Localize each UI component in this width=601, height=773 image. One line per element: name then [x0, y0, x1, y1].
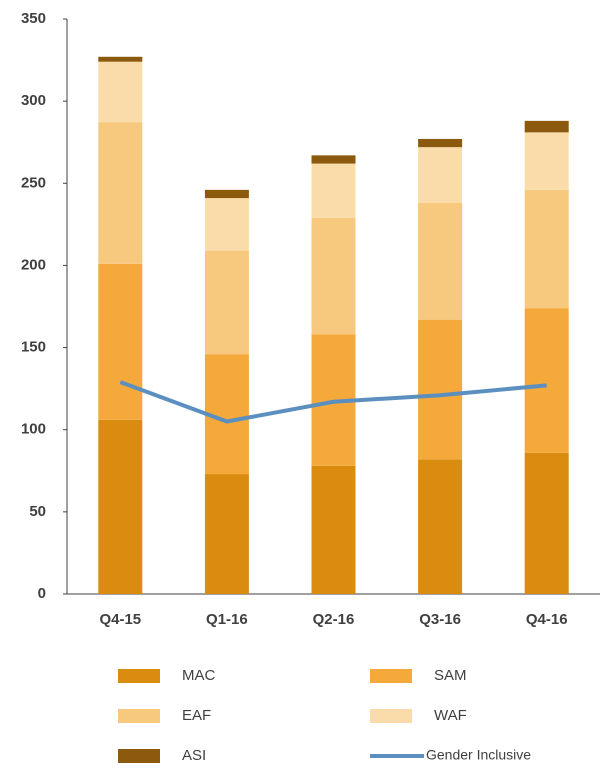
legend-label: Gender Inclusive: [426, 747, 531, 763]
y-tick-label: 200: [21, 256, 46, 273]
legend-label: ASI: [182, 747, 206, 764]
x-tick-label: Q1-16: [206, 611, 248, 628]
bar-segment: [204, 198, 249, 251]
legend-label: MAC: [182, 667, 216, 684]
bar-segment: [98, 419, 143, 594]
bar-segment: [418, 203, 463, 320]
legend-swatch: [118, 669, 160, 683]
y-tick-label: 300: [21, 92, 46, 109]
legend-swatch: [118, 749, 160, 763]
bar-segment: [311, 155, 356, 164]
bar-segment: [418, 459, 463, 594]
y-tick-label: 100: [21, 421, 46, 438]
bar-segment: [418, 138, 463, 148]
bar-segment: [418, 147, 463, 203]
y-tick-label: 350: [21, 10, 46, 27]
line-series: [119, 380, 547, 424]
x-tick-label: Q4-16: [526, 611, 568, 628]
bar-segment: [204, 474, 249, 594]
bar-segment: [204, 189, 249, 199]
legend-swatch: [118, 709, 160, 723]
x-tick-label: Q3-16: [419, 611, 461, 628]
bar-segment: [98, 263, 143, 420]
bar-segment: [524, 308, 569, 453]
x-tick-label: Q4-15: [99, 611, 141, 628]
legend-swatch: [370, 709, 412, 723]
legend-label: WAF: [434, 707, 467, 724]
y-tick-label: 50: [29, 503, 46, 520]
bar-segment: [311, 465, 356, 594]
legend-label: EAF: [182, 707, 211, 724]
bar-segment: [98, 61, 143, 123]
legend-swatch: [370, 669, 412, 683]
bar-segment: [311, 217, 356, 335]
legend-label: SAM: [434, 667, 467, 684]
y-tick-label: 250: [21, 174, 46, 191]
x-tick-label: Q2-16: [313, 611, 355, 628]
y-tick-label: 150: [21, 339, 46, 356]
y-tick-label: 0: [38, 585, 46, 602]
bar-segment: [98, 56, 143, 62]
bar-segment: [311, 163, 356, 218]
bar-segment: [524, 132, 569, 190]
bar-segment: [98, 122, 143, 264]
bar-segment: [524, 189, 569, 309]
bar-segment: [524, 452, 569, 594]
bar-segment: [204, 250, 249, 355]
bar-segment: [418, 319, 463, 460]
bar-segment: [524, 120, 569, 133]
